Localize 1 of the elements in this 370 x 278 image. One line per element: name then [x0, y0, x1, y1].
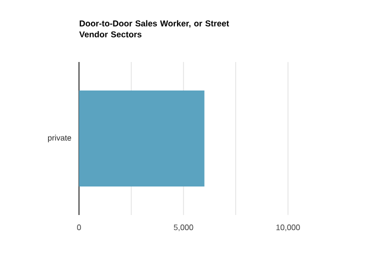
chart-title: Door-to-Door Sales Worker, or Street Vendor Sectors	[79, 20, 230, 38]
